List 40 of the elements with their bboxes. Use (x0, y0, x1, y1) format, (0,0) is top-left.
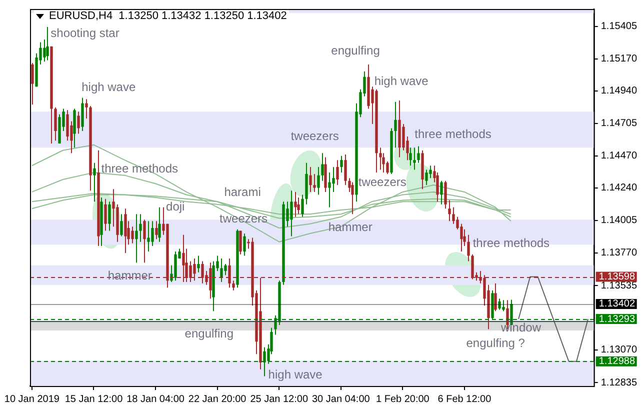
x-tick-label: 6 Feb 12:00 (438, 394, 492, 405)
y-tick-label: 1.14470 (600, 150, 638, 162)
annotation: hammer (328, 220, 372, 234)
annotation: harami (224, 184, 261, 199)
annotation: window (500, 320, 542, 334)
y-tick-label: 1.13070 (600, 344, 638, 356)
annotation: three methods (472, 236, 550, 250)
x-tick-label: 15 Jan 12:00 (64, 394, 124, 405)
y-tick-label: 1.14940 (600, 86, 638, 97)
annotation: shooting star (50, 26, 120, 40)
x-tick-label: 10 Jan 2019 (4, 394, 60, 405)
ref-line-label: 1.13293 (598, 314, 636, 325)
chart-title: EURUSD,H4 1.13250 1.13432 1.13250 1.13402 (49, 10, 287, 22)
annotation: high wave (268, 368, 323, 382)
y-tick-label: 1.14240 (600, 182, 638, 194)
x-tick-label: 1 Feb 20:00 (376, 394, 430, 405)
y-tick-label: 1.14705 (600, 118, 638, 130)
annotation: engulfing (331, 44, 380, 58)
annotation: high wave (374, 74, 429, 88)
annotation: three methods (414, 126, 492, 141)
annotation: hammer (108, 268, 152, 282)
annotation: doji (166, 200, 185, 214)
ref-line-label: 1.13598 (598, 272, 636, 283)
x-tick-label: 25 Jan 12:00 (250, 394, 308, 405)
annotation: tweezers (358, 175, 406, 190)
ref-line-label: 1.13402 (598, 298, 636, 310)
y-tick-label: 1.15405 (600, 21, 638, 32)
x-tick-label: 30 Jan 04:00 (312, 394, 370, 405)
annotation: high wave (82, 80, 136, 94)
ref-line-label: 1.12988 (598, 356, 636, 368)
y-tick-label: 1.13535 (600, 280, 638, 292)
y-tick-label: 1.13770 (600, 248, 638, 259)
x-tick-label: 18 Jan 04:00 (126, 394, 185, 405)
annotation: engulfing (184, 326, 234, 340)
annotation: engulfing ? (466, 336, 526, 350)
annotation: tweezers (290, 128, 339, 143)
x-tick-label: 22 Jan 20:00 (188, 394, 247, 405)
y-tick-label: 1.15170 (600, 54, 638, 65)
y-tick-label: 1.12835 (600, 377, 638, 388)
y-tick-label: 1.14005 (600, 215, 638, 226)
